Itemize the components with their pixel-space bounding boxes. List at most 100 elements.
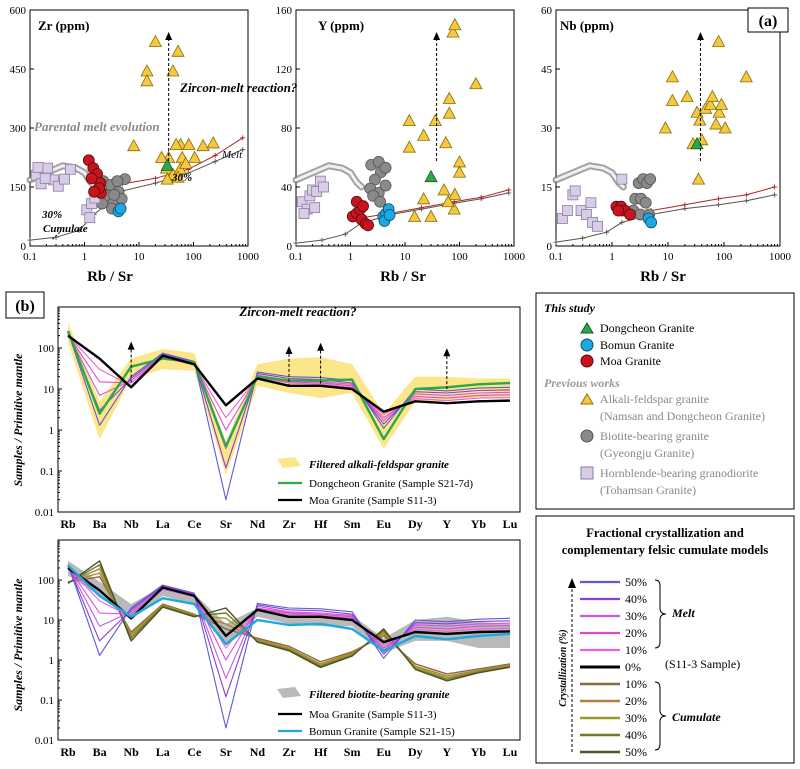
- zr-point-alkali-feldspar-granite: [171, 44, 185, 57]
- y-point-alkali-feldspar-granite: [446, 25, 460, 38]
- legend-alkali-marker: [580, 393, 594, 405]
- spider_top-ytick-label: 100: [38, 343, 55, 355]
- spider-reaction-arrow-head: [443, 348, 451, 357]
- spider_bottom-category-label: Zr: [282, 745, 296, 759]
- spider_top-category-label: Sr: [220, 517, 233, 531]
- zr-point-moa-granite: [88, 185, 100, 198]
- nb-point-biotite-bearing-granite: [644, 173, 657, 186]
- nb-ytick-label: 45: [541, 64, 553, 76]
- crystallization-axis-label: Crystallization (%): [558, 629, 569, 707]
- zr-point-alkali-feldspar-granite: [140, 73, 154, 87]
- legend-dongcheon-marker: [580, 322, 594, 334]
- y-point-alkali-feldspar-granite: [416, 128, 431, 141]
- y-xtick-label: 10: [400, 251, 412, 263]
- y-point-alkali-feldspar-granite: [447, 202, 461, 215]
- spider_top-category-label: Lu: [503, 517, 518, 531]
- zr-title: Zr (ppm): [38, 18, 89, 33]
- spider-top-plot: 0.01 0.1 1 10 100 Rb Ba Nb La Ce Sr Nd Zr Hf Sm Eu Dy Y Yb…: [35, 306, 521, 531]
- zr-cumulate-curve-marker: [76, 227, 82, 233]
- model-legend-pct: 50%: [625, 745, 647, 759]
- spider_bottom-category-label: Ce: [187, 745, 202, 759]
- zr-cumulate-curve-marker: [240, 147, 246, 153]
- spider_top-category-label: Dy: [408, 517, 423, 531]
- panel-a-label: (a): [759, 13, 778, 30]
- spider_bottom-category-label: Lu: [503, 745, 518, 759]
- y-melt-curve-marker: [418, 205, 424, 211]
- y-ytick-label: 80: [281, 123, 293, 135]
- spider_top-category-label: Eu: [376, 517, 391, 531]
- y-point-alkali-feldspar-granite: [442, 106, 456, 119]
- nb-point-alkali-feldspar-granite: [705, 89, 720, 102]
- legend-moa-sample-label-bottom: Moa Granite (Sample S11-3): [309, 709, 437, 721]
- y-point-alkali-feldspar-granite: [428, 113, 442, 127]
- panel-b-label-box: [5, 291, 45, 319]
- spider_top-category-label: Nb: [123, 517, 139, 531]
- spider_bottom-cumulate-40pct: [67, 564, 511, 680]
- model-legend-title-2: complementary felsic cumulate models: [562, 543, 769, 557]
- y-point-alkali-feldspar-granite: [424, 209, 438, 222]
- model-legend-rows: 50% 40% 30% 20% 10% 0% 10% 20% 30% 40% 50%: [580, 575, 647, 759]
- zr-point-hornblende-bearing-granodiorite: [64, 163, 76, 175]
- spider-reaction-arrow-head: [317, 342, 325, 351]
- spider_bottom-melt-20pct: [67, 566, 511, 661]
- panel-a-label-box: [747, 7, 789, 33]
- zr-xlabel: Rb / Sr: [87, 269, 133, 285]
- legend-bomun-label: Bomun Granite: [600, 338, 674, 352]
- nb-point-alkali-feldspar-granite: [712, 105, 726, 118]
- sample-legend-box: [535, 292, 795, 510]
- zr-ytick-label: 0: [21, 241, 27, 253]
- spider_bottom-cumulate-20pct: [67, 572, 511, 677]
- legend-alkali-label: Alkali-feldspar granite: [600, 392, 709, 406]
- zr-point-biotite-bearing-granite: [108, 188, 121, 201]
- nb-xtick-label: 0.1: [549, 251, 563, 263]
- y-cumulate-curve-marker: [342, 231, 348, 237]
- nb-ytick-label: 0: [547, 241, 553, 253]
- zr-point-hornblende-bearing-granodiorite: [52, 180, 64, 192]
- legend-dongcheon-sample-label: Dongcheon Granite (Sample S21-7d): [309, 478, 473, 490]
- zr-point-hornblende-bearing-granodiorite: [84, 212, 96, 224]
- model-legend-pct: 20%: [625, 694, 647, 708]
- spider_bottom-sample-moa: [67, 567, 511, 644]
- spider_top-category-label: La: [156, 517, 170, 531]
- spider_top-category-label: Nd: [250, 517, 266, 531]
- y-point-alkali-feldspar-granite: [439, 135, 453, 149]
- nb-point-alkali-feldspar-granite: [665, 93, 680, 106]
- legend-hornblende-sub: (Tohamsan Granite): [600, 483, 696, 497]
- crystallization-arrow-head: [568, 578, 576, 588]
- spider_bottom-ytick-label: 1: [49, 655, 55, 667]
- model-legend-pct: 40%: [625, 728, 647, 742]
- spider_bottom-cumulate-50pct: [67, 560, 511, 682]
- zr-point-biotite-bearing-granite: [111, 175, 124, 188]
- melt-brace: [654, 579, 667, 649]
- spider_bottom-category-label: Rb: [60, 745, 76, 759]
- y-ytick-label: 40: [281, 182, 293, 194]
- spider_bottom-category-label: Nb: [123, 745, 139, 759]
- zr-point-moa-granite: [85, 172, 98, 185]
- zr-point-hornblende-bearing-granodiorite: [59, 173, 70, 185]
- panel-b-label: (b): [15, 298, 35, 315]
- nb-cumulate-curve-marker: [604, 229, 610, 235]
- spider_bottom-ytick-label: 100: [38, 575, 55, 587]
- model-legend-pct: 40%: [625, 592, 647, 606]
- zr-xtick-label: 1: [82, 251, 88, 263]
- zr-ytick-label: 600: [10, 5, 27, 17]
- nb-melt-curve-marker: [682, 202, 688, 208]
- zr-plot-area: 0 150 300 450 600 0.1 1 10 100 1000: [10, 5, 260, 263]
- model-legend-box: [535, 515, 795, 764]
- zr-cumulate-pointer: [51, 231, 61, 241]
- nb-ytick-label: 15: [541, 182, 553, 194]
- panel-nb: 0 15 30 45 60 0.1 1 10 100 1000 Nb (ppm) Rb / Sr: [541, 5, 792, 285]
- nb-point-alkali-feldspar-granite: [691, 172, 706, 185]
- y-point-bomun-granite: [383, 209, 396, 221]
- panel-zr: 0 150 300 450 600 0.1 1 10 100 1000 Zr (ppm) Rb /…: [10, 5, 260, 285]
- legend-band-biotite-swatch: [277, 687, 301, 698]
- spider_top-category-label: Hf: [314, 517, 328, 531]
- zr-cumulate-curve-marker: [27, 237, 33, 243]
- model-sample-label: (S11-3 Sample): [665, 657, 740, 671]
- spider_top-ytick-label: 10: [43, 384, 55, 396]
- nb-cumulate-curve-marker: [580, 235, 586, 241]
- legend-moa-marker: [580, 354, 594, 368]
- spider_bottom-melt-40pct: [67, 565, 511, 698]
- y-point-alkali-feldspar-granite: [442, 91, 456, 104]
- legend-moa-label: Moa Granite: [600, 354, 661, 368]
